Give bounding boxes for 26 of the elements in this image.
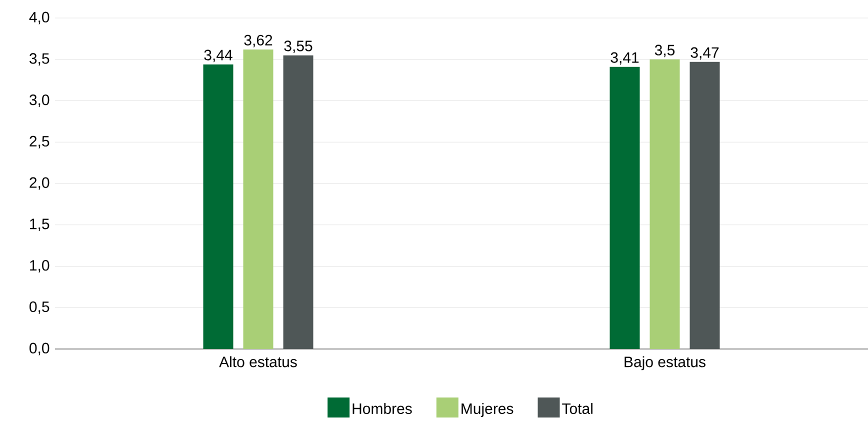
y-tick-label: 3,0 <box>30 94 50 107</box>
legend-label: Mujeres <box>462 402 514 417</box>
y-tick-label: 4,0 <box>29 12 50 24</box>
bar <box>690 62 720 349</box>
y-tick-label: 0,5 <box>30 301 50 314</box>
data-label: 3,62 <box>244 34 272 48</box>
data-label: 3,44 <box>204 50 232 62</box>
data-label: 3,47 <box>690 47 719 60</box>
y-tick-label: 0,0 <box>30 342 50 356</box>
data-label: 3,41 <box>610 52 639 65</box>
bar <box>650 59 680 349</box>
legend-label: Total <box>562 402 592 414</box>
y-tick-label: 3,5 <box>30 53 50 66</box>
bar <box>283 55 314 349</box>
y-tick-label: 2,5 <box>30 136 50 148</box>
bar <box>610 66 640 349</box>
y-tick-label: 1,0 <box>30 260 50 272</box>
legend-label: Hombres <box>352 402 412 414</box>
y-tick-label: 2,0 <box>30 177 50 190</box>
x-tick-label: Alto estatus <box>219 356 297 368</box>
bar <box>203 64 234 349</box>
bar <box>243 49 274 349</box>
x-tick-label: Bajo estatus <box>624 356 706 370</box>
data-label: 3,5 <box>654 44 675 58</box>
y-tick-label: 1,5 <box>30 218 50 231</box>
data-label: 3,55 <box>284 40 312 54</box>
